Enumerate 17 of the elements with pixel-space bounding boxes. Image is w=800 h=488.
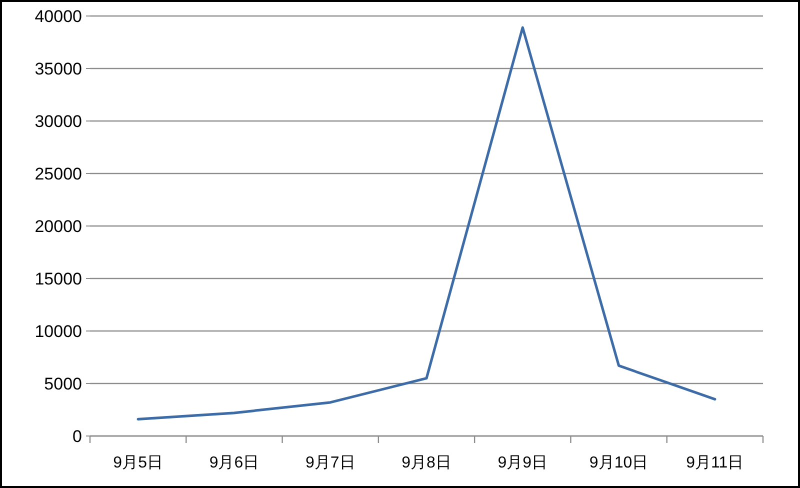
x-tick-label: 9月10日 — [589, 454, 648, 472]
y-tick-label: 35000 — [34, 60, 82, 79]
y-tick-label: 20000 — [34, 217, 82, 236]
y-tick-label: 15000 — [34, 270, 82, 289]
x-tick-label: 9月7日 — [305, 454, 356, 472]
y-tick-label: 30000 — [34, 112, 82, 132]
y-tick-label: 0 — [72, 427, 82, 446]
y-tick-label: 25000 — [34, 164, 82, 184]
x-tick-label: 9月9日 — [498, 454, 548, 472]
x-tick-label: 9月11日 — [686, 454, 744, 472]
x-tick-label: 9月8日 — [402, 454, 452, 472]
y-tick-label: 5000 — [44, 374, 82, 394]
x-tick-label: 9月5日 — [113, 454, 163, 472]
x-tick-label: 9月6日 — [209, 454, 260, 472]
y-tick-label: 10000 — [34, 322, 82, 342]
line-series — [136, 26, 716, 420]
y-tick-label: 40000 — [34, 7, 82, 26]
